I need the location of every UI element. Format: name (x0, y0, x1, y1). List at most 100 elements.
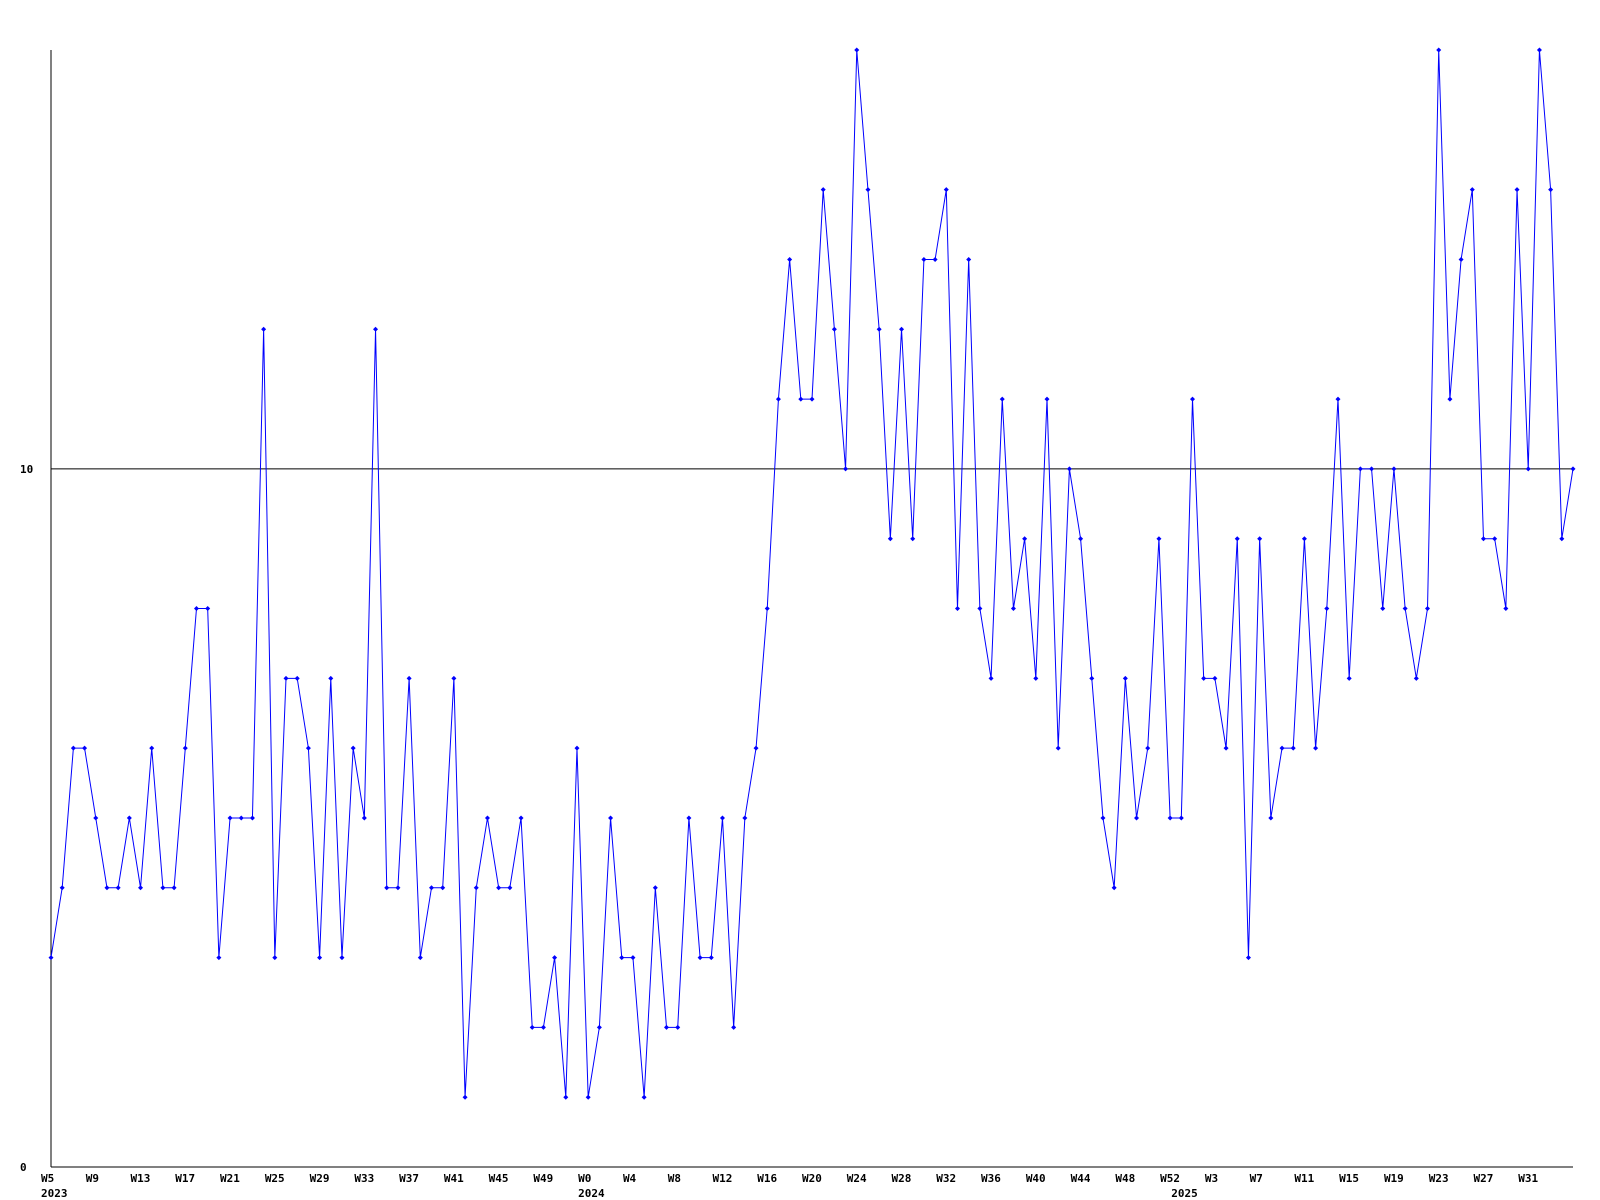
point (787, 256, 793, 262)
x-tick-label: W7 (1250, 1172, 1263, 1185)
point (429, 885, 434, 891)
point (182, 745, 188, 751)
point (1212, 675, 1218, 681)
point (1525, 466, 1531, 472)
point (149, 745, 155, 751)
point (1480, 536, 1486, 542)
point (462, 1094, 468, 1100)
point (417, 955, 423, 961)
point (1357, 466, 1363, 472)
point (339, 955, 345, 961)
point (1044, 396, 1050, 402)
point (1089, 675, 1095, 681)
point (865, 187, 871, 193)
point (1245, 955, 1251, 961)
point (305, 745, 311, 751)
point (641, 1094, 647, 1100)
point (1010, 606, 1016, 611)
point (910, 536, 916, 542)
point (238, 815, 244, 821)
point (574, 745, 580, 751)
point (1559, 536, 1565, 542)
point (283, 675, 289, 681)
x-year-label: 2025 (1171, 1187, 1198, 1200)
x-tick-label: W19 (1384, 1172, 1404, 1185)
point (473, 885, 479, 891)
x-tick-label: W25 (265, 1172, 285, 1185)
point (775, 396, 781, 402)
point (115, 885, 121, 891)
x-tick-label: W12 (712, 1172, 732, 1185)
x-year-label: 2023 (41, 1187, 68, 1200)
point (1402, 606, 1408, 611)
point (395, 885, 401, 891)
point (608, 815, 614, 821)
point (887, 536, 893, 542)
point (988, 675, 994, 681)
point (652, 885, 658, 891)
x-tick-label: W37 (399, 1172, 419, 1185)
point (1380, 606, 1386, 611)
point (1447, 396, 1453, 402)
point (484, 815, 490, 821)
x-tick-label: W20 (802, 1172, 822, 1185)
point (540, 1024, 546, 1030)
point (261, 326, 267, 332)
point (999, 396, 1005, 402)
point (93, 815, 99, 821)
point (552, 955, 558, 961)
x-tick-label: W16 (757, 1172, 777, 1185)
point (82, 745, 88, 751)
point (406, 675, 412, 681)
point (1055, 745, 1061, 751)
y-tick-label: 0 (20, 1161, 27, 1174)
point (1536, 47, 1542, 53)
x-tick-label: W13 (131, 1172, 151, 1185)
x-tick-label: W4 (623, 1172, 637, 1185)
x-year-label: 2024 (578, 1187, 605, 1200)
point (496, 885, 502, 891)
point (876, 326, 882, 332)
point (899, 326, 905, 332)
point (529, 1024, 535, 1030)
point (1156, 536, 1162, 542)
x-tick-label: W44 (1071, 1172, 1091, 1185)
point (932, 256, 938, 262)
point (843, 466, 849, 472)
x-tick-label: W9 (86, 1172, 99, 1185)
point (205, 606, 211, 611)
point (216, 955, 222, 961)
point (1458, 256, 1464, 262)
point (1369, 466, 1375, 472)
point (630, 955, 636, 961)
point (1413, 675, 1419, 681)
x-tick-label: W36 (981, 1172, 1001, 1185)
point (518, 815, 524, 821)
point (1301, 536, 1307, 542)
point (317, 955, 323, 961)
x-tick-label: W33 (354, 1172, 374, 1185)
point (686, 815, 692, 821)
point (1290, 745, 1296, 751)
x-tick-label: W23 (1429, 1172, 1449, 1185)
point (585, 1094, 591, 1100)
point (350, 745, 356, 751)
point (1469, 187, 1475, 193)
x-tick-label: W0 (578, 1172, 591, 1185)
x-tick-label: W24 (847, 1172, 867, 1185)
point (1111, 885, 1117, 891)
point (1234, 536, 1240, 542)
point (48, 955, 54, 961)
x-tick-label: W27 (1473, 1172, 1493, 1185)
point (719, 815, 725, 821)
point (294, 675, 300, 681)
point (59, 885, 65, 891)
point (1134, 815, 1140, 821)
point (1514, 187, 1520, 193)
x-tick-label: W29 (310, 1172, 330, 1185)
point (596, 1024, 602, 1030)
point (921, 256, 927, 262)
point (1190, 396, 1195, 402)
x-tick-label: W3 (1205, 1172, 1218, 1185)
